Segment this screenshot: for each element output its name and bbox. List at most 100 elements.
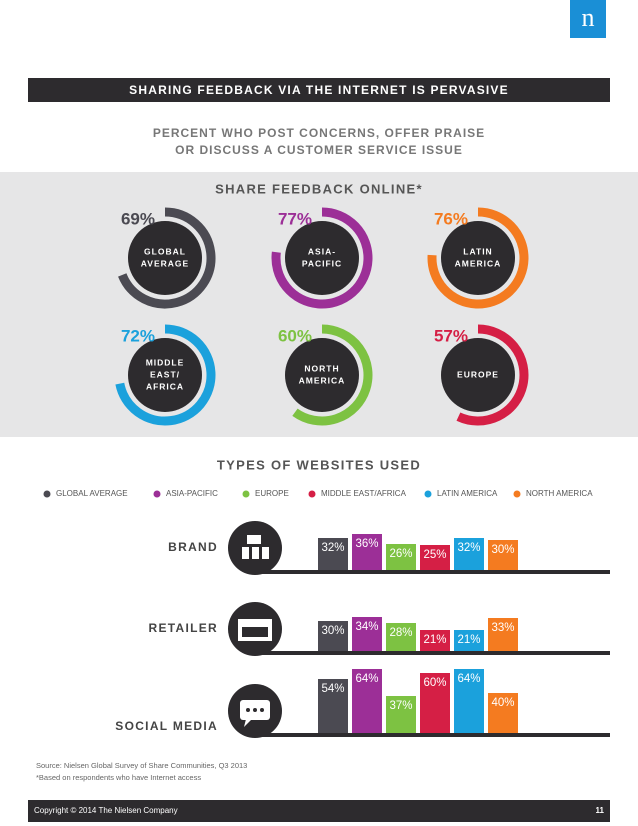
- bar-value-label: 60%: [423, 677, 446, 689]
- icon-part: [260, 708, 264, 712]
- bar: [488, 540, 518, 570]
- icon-part: [242, 627, 268, 637]
- icon-part: [253, 708, 257, 712]
- donut-value-label: 69%: [121, 209, 155, 228]
- bar: [352, 617, 382, 651]
- donut-label: EUROPE: [457, 369, 499, 379]
- legend-label: GLOBAL AVERAGE: [56, 489, 128, 498]
- donut-label: ASIA-: [308, 246, 336, 256]
- page-number: 11: [596, 806, 605, 815]
- donut-arc: [292, 324, 373, 426]
- category-label: BRAND: [168, 540, 218, 554]
- bar-value-label: 26%: [389, 548, 412, 560]
- footer-band: [28, 800, 610, 822]
- bar-value-label: 40%: [491, 697, 514, 709]
- donut-arc: [118, 207, 216, 309]
- source: Source: Nielsen Global Survey of Share C…: [36, 761, 247, 770]
- bar-value-label: 21%: [423, 634, 446, 646]
- bar-value-label: 64%: [355, 673, 378, 685]
- bar: [420, 673, 450, 733]
- donut-value-label: 60%: [278, 326, 312, 345]
- legend-swatch: [43, 490, 51, 498]
- donut-arc: [427, 207, 529, 309]
- bar-value-label: 32%: [321, 542, 344, 554]
- donut-center: [441, 221, 515, 295]
- donut-center: [285, 221, 359, 295]
- icon-part: [244, 719, 252, 727]
- bar: [454, 630, 484, 651]
- donut-label: GLOBAL: [144, 246, 186, 256]
- bar-value-label: 21%: [457, 634, 480, 646]
- donut-value-label: 76%: [434, 209, 468, 228]
- source: *Based on respondents who have Internet …: [36, 773, 201, 782]
- copyright: Copyright © 2014 The Nielsen Company: [34, 806, 178, 815]
- bar-value-label: 25%: [423, 549, 446, 561]
- bar: [420, 545, 450, 570]
- donut-label: AFRICA: [146, 381, 184, 391]
- bar-value-label: 34%: [355, 621, 378, 633]
- bar-value-label: 28%: [389, 627, 412, 639]
- legend-label: EUROPE: [255, 489, 289, 498]
- bar: [454, 538, 484, 570]
- donut-center: [128, 338, 202, 412]
- legend-swatch: [424, 490, 432, 498]
- donut-label: NORTH: [304, 363, 339, 373]
- header: SHARING FEEDBACK VIA THE INTERNET IS PER…: [129, 83, 509, 97]
- bar: [352, 534, 382, 570]
- bar: [386, 696, 416, 733]
- bar: [386, 544, 416, 570]
- bar: [352, 669, 382, 733]
- category-label: RETAILER: [148, 621, 218, 635]
- header-band: [28, 78, 610, 102]
- chart-title: TYPES OF WEBSITES USED: [217, 457, 421, 472]
- donut-center: [285, 338, 359, 412]
- bar-value-label: 30%: [321, 625, 344, 637]
- bar-value-label: 30%: [491, 544, 514, 556]
- subtitle: PERCENT WHO POST CONCERNS, OFFER PRAISE: [153, 126, 485, 140]
- bar: [488, 618, 518, 651]
- donut-label: PACIFIC: [302, 258, 342, 268]
- bar-value-label: 64%: [457, 673, 480, 685]
- icon-part: [247, 535, 261, 544]
- baseline: [255, 651, 610, 655]
- bar: [386, 623, 416, 651]
- subtitle: OR DISCUSS A CUSTOMER SERVICE ISSUE: [175, 143, 463, 157]
- donut-label: AMERICA: [299, 375, 346, 385]
- donut-arc: [115, 324, 216, 426]
- legend-swatch: [308, 490, 316, 498]
- donut-arc: [456, 324, 529, 426]
- donut-center: [441, 338, 515, 412]
- category-label: SOCIAL MEDIA: [115, 719, 218, 733]
- legend-label: ASIA-PACIFIC: [166, 489, 218, 498]
- donut-label: EAST/: [150, 369, 180, 379]
- baseline: [255, 733, 610, 737]
- bar-value-label: 54%: [321, 683, 344, 695]
- icon-part: [252, 547, 259, 559]
- icons: [228, 521, 282, 738]
- donut-value-label: 77%: [278, 209, 312, 228]
- legend-swatch: [153, 490, 161, 498]
- donut-label: AVERAGE: [141, 258, 189, 268]
- legend-swatch: [513, 490, 521, 498]
- bar-value-label: 33%: [491, 622, 514, 634]
- chart-title: SHARE FEEDBACK ONLINE*: [215, 181, 423, 196]
- logo: n: [582, 3, 595, 32]
- bar: [318, 679, 348, 733]
- icon-part: [246, 708, 250, 712]
- bar: [454, 669, 484, 733]
- donut-label: LATIN: [463, 246, 492, 256]
- legend-swatch: [242, 490, 250, 498]
- legend-label: NORTH AMERICA: [526, 489, 593, 498]
- bar-value-label: 36%: [355, 538, 378, 550]
- bar: [420, 630, 450, 651]
- donut-label: AMERICA: [455, 258, 502, 268]
- donut-center: [128, 221, 202, 295]
- bar: [488, 693, 518, 733]
- icon-part: [262, 547, 269, 559]
- bar-value-label: 32%: [457, 542, 480, 554]
- donut-value-label: 57%: [434, 326, 468, 345]
- legend-label: LATIN AMERICA: [437, 489, 498, 498]
- legend-label: MIDDLE EAST/AFRICA: [321, 489, 407, 498]
- donut-label: MIDDLE: [146, 357, 185, 367]
